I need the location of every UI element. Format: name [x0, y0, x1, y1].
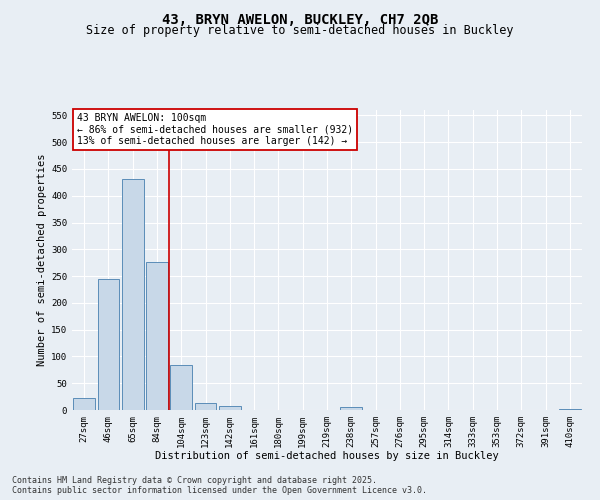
Text: 43, BRYN AWELON, BUCKLEY, CH7 2QB: 43, BRYN AWELON, BUCKLEY, CH7 2QB — [162, 12, 438, 26]
Bar — [97, 280, 119, 410]
X-axis label: Distribution of semi-detached houses by size in Buckley: Distribution of semi-detached houses by … — [155, 452, 499, 462]
Text: Contains HM Land Registry data © Crown copyright and database right 2025.: Contains HM Land Registry data © Crown c… — [12, 476, 377, 485]
Bar — [146, 262, 168, 410]
Bar — [194, 402, 217, 410]
Text: Size of property relative to semi-detached houses in Buckley: Size of property relative to semi-detach… — [86, 24, 514, 37]
Bar — [559, 409, 581, 410]
Text: Contains public sector information licensed under the Open Government Licence v3: Contains public sector information licen… — [12, 486, 427, 495]
Bar — [340, 408, 362, 410]
Bar — [122, 178, 143, 410]
Text: 43 BRYN AWELON: 100sqm
← 86% of semi-detached houses are smaller (932)
13% of se: 43 BRYN AWELON: 100sqm ← 86% of semi-det… — [77, 113, 353, 146]
Y-axis label: Number of semi-detached properties: Number of semi-detached properties — [37, 154, 47, 366]
Bar — [170, 365, 192, 410]
Bar — [219, 406, 241, 410]
Bar — [73, 398, 95, 410]
